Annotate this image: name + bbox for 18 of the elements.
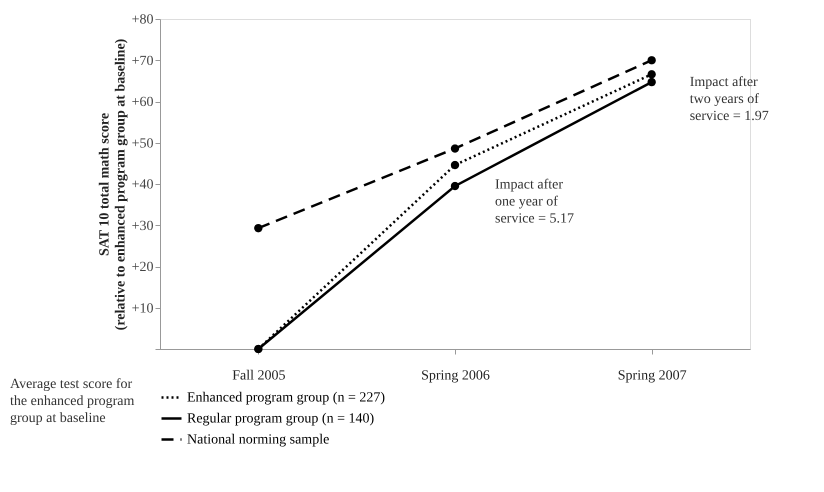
y-tick-label: +20	[132, 260, 154, 275]
y-tick-label: +70	[132, 54, 154, 69]
x-tick-label: Spring 2007	[618, 368, 687, 384]
legend-label: Regular program group (n = 140)	[187, 412, 374, 426]
y-tick-label: +60	[132, 95, 154, 110]
y-tick-label: +40	[132, 178, 154, 192]
y-axis-title: SAT 10 total math score (relative to enhanced program group at baseline)	[98, 38, 129, 330]
y-tick-label: +30	[132, 218, 154, 234]
text: Average test score for the enhanced program group at baseline	[10, 377, 134, 426]
y-tick-label: +50	[132, 136, 154, 152]
annotation: Impact after one year of service = 5.17	[495, 177, 574, 226]
y-tick-label: +10	[132, 301, 154, 316]
legend-label: Enhanced program group (n = 227)	[187, 390, 386, 406]
x-tick-label: Spring 2006	[421, 368, 490, 384]
y-tick-label: +80	[132, 12, 154, 28]
annotation: Impact after two years of service = 1.97	[690, 75, 769, 124]
legend-label: National norming sample	[187, 432, 330, 448]
x-tick-label: Fall 2005	[232, 368, 286, 384]
